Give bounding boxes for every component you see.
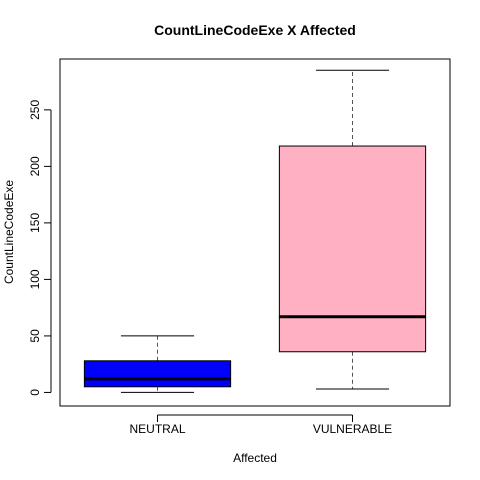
y-tick-label-250: 250 (28, 100, 42, 120)
x-axis-label: Affected (233, 451, 277, 465)
box-neutral (83, 335, 232, 393)
y-tick-label-150: 150 (28, 213, 42, 233)
y-tick-label-0: 0 (28, 389, 42, 396)
box-vulnerable (278, 69, 427, 390)
y-axis-label: CountLineCodeExe (2, 180, 16, 284)
plot-frame (59, 58, 451, 407)
box-body-vulnerable (278, 145, 427, 353)
x-axis: NEUTRAL VULNERABLE (129, 414, 392, 436)
boxes-group (83, 69, 427, 393)
x-tick-label-vulnerable: VULNERABLE (313, 422, 392, 436)
box-body-neutral (83, 360, 232, 388)
y-tick-label-50: 50 (28, 329, 42, 343)
y-tick-label-200: 200 (28, 156, 42, 176)
chart-title: CountLineCodeExe X Affected (154, 22, 356, 38)
y-tick-label-100: 100 (28, 269, 42, 289)
x-tick-label-neutral: NEUTRAL (129, 422, 185, 436)
y-axis: 0 50 100 150 200 250 (28, 100, 52, 396)
